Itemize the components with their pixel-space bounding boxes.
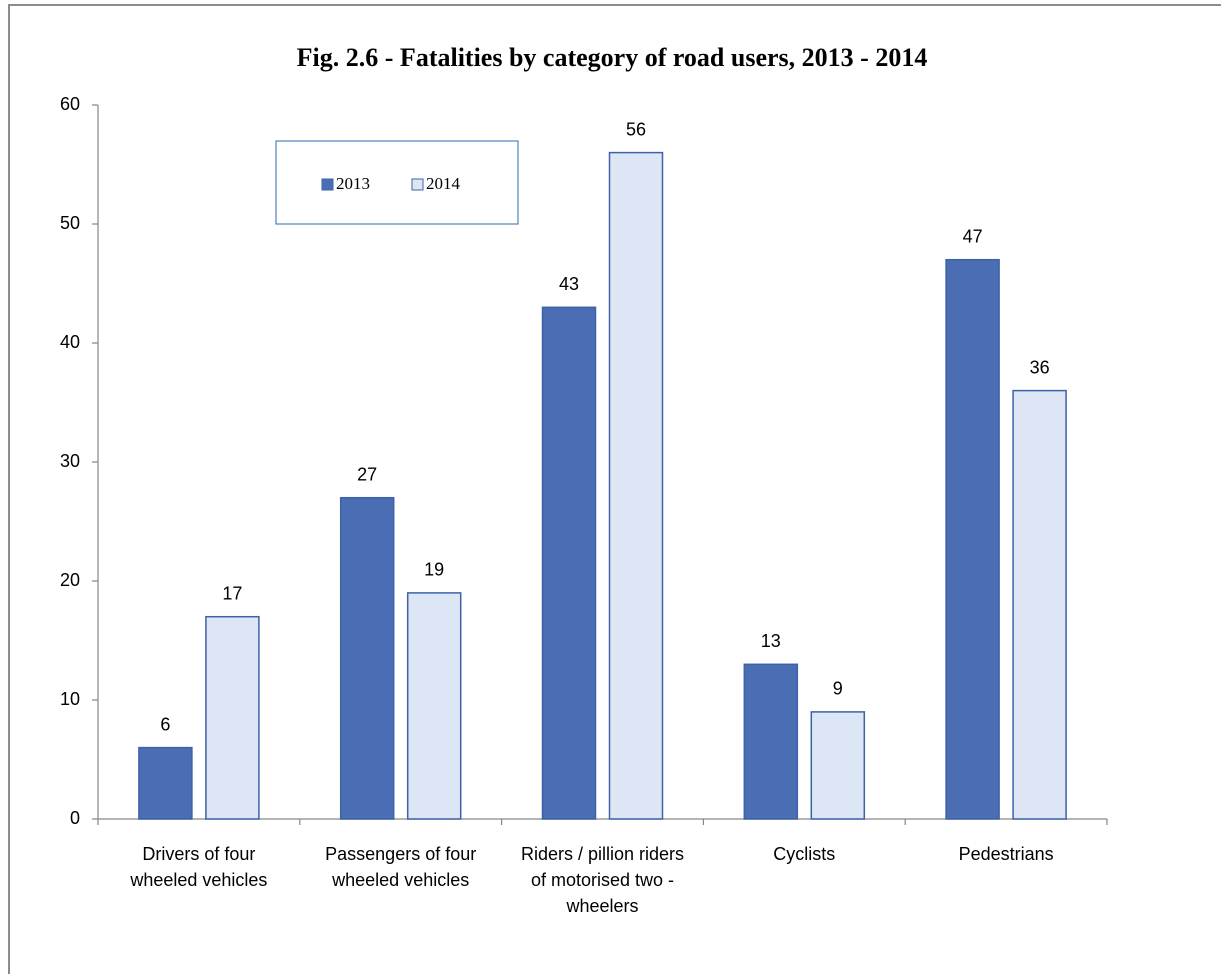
bar — [743, 663, 799, 820]
bar — [541, 306, 597, 820]
y-tick-label: 50 — [60, 213, 80, 233]
x-tick-label-line: wheeled vehicles — [331, 870, 469, 890]
x-tick-label: Cyclists — [773, 844, 835, 864]
y-tick-label: 30 — [60, 451, 80, 471]
y-tick-label: 0 — [70, 808, 80, 828]
data-label: 56 — [626, 119, 646, 139]
data-label: 6 — [160, 714, 170, 734]
data-label: 47 — [963, 226, 983, 246]
x-tick-label: Drivers of four wheeled vehicles — [129, 844, 267, 890]
bar — [339, 496, 395, 820]
legend-swatch — [411, 178, 424, 191]
data-label: 36 — [1030, 357, 1050, 377]
bar — [406, 592, 462, 820]
bar — [1012, 389, 1067, 820]
x-tick-label-line: wheelers — [565, 896, 638, 916]
data-label: 19 — [424, 560, 444, 580]
y-tick-label: 40 — [60, 332, 80, 352]
bar — [945, 258, 1000, 820]
bar — [608, 151, 664, 820]
frame — [8, 4, 1221, 974]
x-tick-label-line: of motorised two - — [531, 870, 674, 890]
x-tick-label-line: Passengers of four — [325, 844, 476, 864]
x-tick-label-line: Cyclists — [773, 844, 835, 864]
x-tick-label: Riders / pillion riders of motorised two … — [521, 844, 684, 916]
y-tick-label: 20 — [60, 570, 80, 590]
data-label: 27 — [357, 464, 377, 484]
legend-label: 2014 — [426, 174, 461, 193]
bar — [810, 711, 866, 820]
data-label: 9 — [833, 679, 843, 699]
x-tick-label-line: Drivers of four — [142, 844, 255, 864]
legend-label: 2013 — [336, 174, 370, 193]
x-tick-label-line: Riders / pillion riders — [521, 844, 684, 864]
bar — [138, 746, 193, 820]
x-tick-label: Passengers of four wheeled vehicles — [325, 844, 476, 890]
data-label: 43 — [559, 274, 579, 294]
x-tick-label-line: Pedestrians — [959, 844, 1054, 864]
chart-title: Fig. 2.6 - Fatalities by category of roa… — [297, 43, 928, 72]
x-tick-label: Pedestrians — [959, 844, 1054, 864]
bar — [205, 615, 260, 820]
y-tick-label: 60 — [60, 94, 80, 114]
data-label: 13 — [761, 631, 781, 651]
legend — [275, 140, 519, 225]
data-label: 17 — [222, 583, 242, 603]
legend-swatch — [321, 178, 334, 191]
x-tick-label-line: wheeled vehicles — [129, 870, 267, 890]
y-tick-label: 10 — [60, 689, 80, 709]
